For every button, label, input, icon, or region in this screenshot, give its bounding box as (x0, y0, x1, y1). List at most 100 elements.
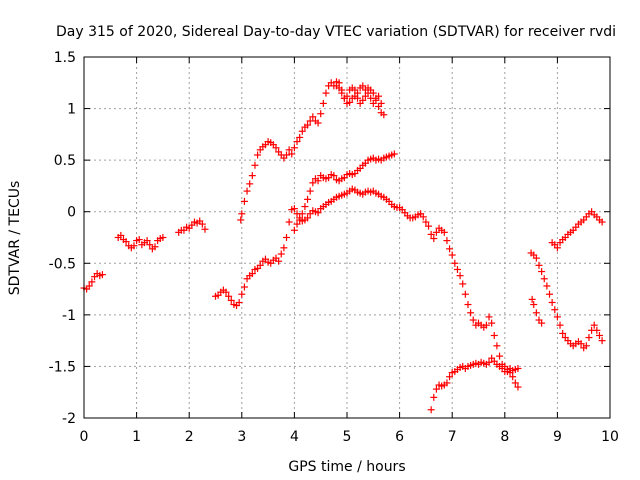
x-tick-label: 0 (80, 429, 89, 445)
data-point (556, 321, 564, 329)
data-point (88, 278, 96, 286)
data-point (317, 110, 325, 118)
x-tick-label: 3 (237, 429, 246, 445)
data-point (290, 144, 298, 152)
data-point (446, 245, 454, 253)
data-point (448, 251, 456, 259)
data-point (485, 358, 493, 366)
data-point (301, 203, 309, 211)
y-tick-label: -1.5 (49, 359, 76, 375)
data-point (151, 243, 159, 251)
data-point (246, 180, 254, 188)
data-point (469, 316, 477, 324)
chart-title: Day 315 of 2020, Sidereal Day-to-day VTE… (56, 24, 616, 40)
data-point (380, 111, 388, 119)
data-point (296, 216, 304, 224)
data-point (130, 242, 138, 250)
data-point (296, 133, 304, 141)
data-point (440, 228, 448, 236)
data-point (272, 144, 280, 152)
y-tick-label: -0.5 (49, 256, 76, 272)
data-point (582, 342, 590, 350)
data-point (309, 113, 317, 121)
data-point (240, 283, 248, 291)
y-tick-label: -2 (62, 411, 76, 427)
data-point (98, 271, 106, 279)
data-point (238, 290, 246, 298)
data-point (419, 213, 427, 221)
data-point (280, 244, 288, 252)
data-point (285, 218, 293, 226)
data-point (201, 225, 209, 233)
data-point (482, 321, 490, 329)
data-point (593, 326, 601, 334)
data-point (432, 385, 440, 393)
data-point (298, 127, 306, 135)
data-point (509, 373, 517, 381)
y-tick-labels: -2 -1.5 -1 -0.5 0 0.5 1 1.5 (49, 50, 76, 427)
data-point (432, 228, 440, 236)
data-point (122, 238, 130, 246)
data-point (456, 272, 464, 280)
x-tick-label: 8 (500, 429, 509, 445)
data-point (248, 270, 256, 278)
data-point (235, 298, 243, 306)
x-tick-label: 10 (601, 429, 619, 445)
data-point (254, 151, 262, 159)
data-point (319, 99, 327, 107)
data-point (459, 280, 467, 288)
data-point (422, 218, 430, 226)
data-point (590, 321, 598, 329)
data-point (493, 342, 501, 350)
y-tick-label: 0 (67, 205, 76, 221)
data-point (283, 151, 291, 159)
x-tick-label: 5 (343, 429, 352, 445)
data-point (275, 257, 283, 265)
data-point (377, 99, 385, 107)
data-point (238, 210, 246, 218)
data-point (277, 250, 285, 258)
data-point (359, 82, 367, 90)
y-tick-label: 1.5 (54, 50, 76, 66)
data-point (304, 214, 312, 222)
data-point (143, 237, 151, 245)
grid-lines (84, 57, 610, 418)
data-point (354, 89, 362, 97)
data-point (306, 187, 314, 195)
data-point (546, 290, 554, 298)
data-point (298, 210, 306, 218)
x-tick-label: 1 (132, 429, 141, 445)
y-tick-label: 1 (67, 102, 76, 118)
data-point (390, 150, 398, 158)
data-point (511, 379, 519, 387)
y-axis-title: SDTVAR / TECUs (7, 181, 23, 296)
data-point (451, 259, 459, 267)
data-point (290, 226, 298, 234)
data-point (532, 309, 540, 317)
data-point (227, 296, 235, 304)
x-tick-label: 6 (395, 429, 404, 445)
data-point (585, 334, 593, 342)
data-point (290, 205, 298, 213)
data-point (496, 352, 504, 360)
data-point (338, 89, 346, 97)
data-point (443, 379, 451, 387)
x-tick-label: 2 (185, 429, 194, 445)
data-point (225, 292, 233, 300)
data-point (222, 288, 230, 296)
x-axis-title: GPS time / hours (288, 459, 405, 475)
data-point (488, 319, 496, 327)
data-point (135, 236, 143, 244)
data-point (346, 98, 354, 106)
data-point (322, 89, 330, 97)
x-tick-label: 9 (553, 429, 562, 445)
data-point (443, 237, 451, 245)
x-tick-label: 4 (290, 429, 299, 445)
data-point (453, 265, 461, 273)
data-point (446, 373, 454, 381)
data-point (535, 261, 543, 269)
data-point (375, 92, 383, 100)
data-point (285, 146, 293, 154)
data-point (598, 337, 606, 345)
